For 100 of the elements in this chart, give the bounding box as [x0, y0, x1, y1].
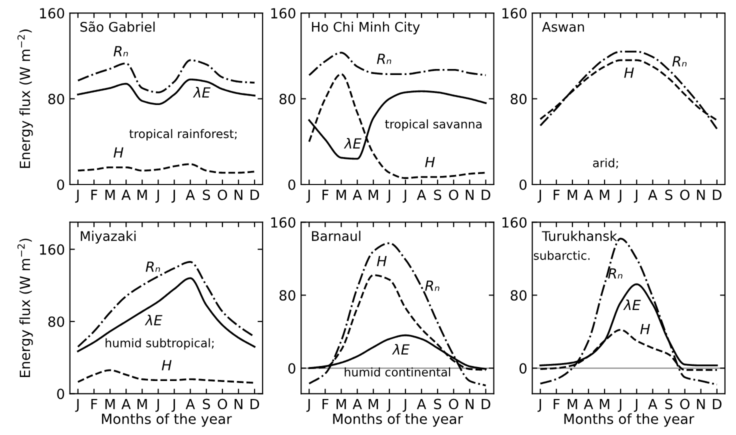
x-tick-label: J	[538, 398, 542, 412]
x-tick-label: J	[618, 190, 622, 203]
series-label: Rₙ	[425, 280, 440, 291]
series-label: H	[624, 68, 634, 78]
x-tick-label: O	[448, 190, 458, 200]
x-tick-label: J	[155, 398, 159, 412]
series-label: λE	[623, 299, 641, 310]
x-tick-label: M	[368, 190, 378, 200]
x-tick-label: A	[584, 398, 594, 410]
series-label: H	[425, 156, 435, 168]
x-tick-label: O	[680, 398, 690, 410]
y-tick-label: 160	[502, 8, 527, 19]
x-tick-label: M	[138, 398, 147, 410]
x-tick-label: J	[172, 398, 175, 412]
x-tick-label: A	[352, 190, 362, 200]
y-axis-title: Energy flux (W m$^{−2}$)	[17, 238, 33, 377]
x-tick-label: A	[121, 398, 131, 410]
series-label: H	[162, 360, 172, 370]
series-label: H	[376, 256, 387, 266]
y-tick-label: 0	[288, 363, 296, 374]
x-tick-label: M	[336, 398, 346, 410]
x-tick-label: S	[665, 190, 672, 200]
x-tick-label: J	[634, 190, 638, 203]
annotation: humid subtropical;	[106, 338, 214, 350]
x-tick-label: S	[202, 398, 210, 410]
x-tick-label: N	[697, 190, 705, 200]
x-tick-label: O	[218, 190, 228, 200]
x-tick-label: N	[234, 190, 242, 200]
x-tick-label: J	[634, 398, 638, 412]
x-tick-label: F	[554, 190, 560, 200]
x-tick-label: J	[155, 190, 159, 203]
y-tick-label: 0	[288, 179, 296, 190]
x-tick-label: D	[482, 190, 490, 200]
series-label: λE	[392, 344, 410, 354]
x-tick-label: S	[434, 398, 442, 410]
annotation: arid;	[593, 158, 618, 169]
x-tick-label: J	[75, 190, 79, 203]
y-tick-label: 160	[271, 217, 296, 228]
x-tick-label: A	[186, 398, 195, 410]
x-tick-label: N	[466, 398, 474, 410]
x-tick-label: O	[448, 398, 458, 410]
y-tick-label: 160	[271, 8, 296, 19]
x-tick-label: A	[584, 190, 594, 200]
x-tick-label: M	[336, 190, 346, 200]
series-label: λE	[192, 86, 211, 98]
series-label: H	[114, 147, 124, 158]
x-tick-label: D	[712, 398, 722, 410]
x-tick-label: J	[402, 190, 406, 203]
x-axis-title: Months of the year	[102, 413, 232, 427]
x-tick-label: A	[416, 190, 426, 200]
x-tick-label: M	[105, 190, 115, 200]
y-tick-label: 160	[40, 244, 64, 255]
x-tick-label: A	[648, 398, 658, 410]
x-tick-label: J	[172, 190, 175, 203]
y-tick-label: 80	[48, 316, 64, 327]
annotation: subarctic.	[534, 250, 590, 260]
x-tick-label: A	[648, 190, 658, 200]
x-axis-title: Months of the year	[564, 413, 694, 427]
x-tick-label: S	[202, 190, 210, 200]
annotation: humid continental	[344, 367, 450, 377]
x-tick-label: J	[75, 398, 79, 412]
x-tick-label: D	[250, 398, 260, 410]
text: Aswan	[542, 22, 584, 32]
series-label: λE	[144, 314, 162, 326]
series-label: λE	[344, 138, 362, 148]
series-label: Rₙ	[376, 54, 392, 64]
x-tick-label: J	[538, 190, 542, 203]
text: Barnaul	[312, 230, 360, 242]
x-tick-label: M	[138, 190, 147, 200]
x-tick-label: D	[250, 190, 260, 200]
y-tick-label: 0	[57, 388, 64, 400]
series-label: Rₙ	[672, 56, 687, 66]
y-tick-label: 0	[520, 363, 527, 374]
x-tick-label: F	[322, 398, 328, 410]
annotation: tropical rainforest;	[129, 129, 236, 140]
x-tick-label: M	[600, 190, 610, 200]
x-tick-label: A	[121, 190, 131, 200]
x-tick-label: D	[482, 398, 490, 410]
x-tick-label: J	[386, 398, 390, 412]
x-tick-label: N	[234, 398, 242, 410]
x-tick-label: A	[416, 398, 426, 410]
x-tick-label: F	[91, 190, 98, 200]
series-label: Rₙ	[608, 268, 622, 279]
x-tick-label: F	[91, 398, 98, 410]
y-tick-label: 160	[502, 217, 527, 228]
x-tick-label: J	[386, 190, 390, 203]
text: Ho Chi Minh City	[312, 22, 420, 34]
x-tick-label: J	[618, 398, 622, 412]
text: Turukhansk	[542, 230, 618, 242]
series-label: H	[640, 324, 650, 334]
series-label: Rₙ	[146, 262, 160, 272]
x-tick-label: J	[402, 398, 406, 412]
y-tick-label: 80	[280, 290, 296, 301]
x-tick-label: N	[466, 190, 474, 200]
x-tick-label: O	[218, 398, 228, 410]
x-tick-label: M	[105, 398, 115, 410]
x-tick-label: A	[352, 398, 362, 410]
series-label: Rₙ	[114, 46, 128, 56]
x-tick-label: F	[554, 398, 560, 410]
x-tick-label: S	[665, 398, 672, 410]
